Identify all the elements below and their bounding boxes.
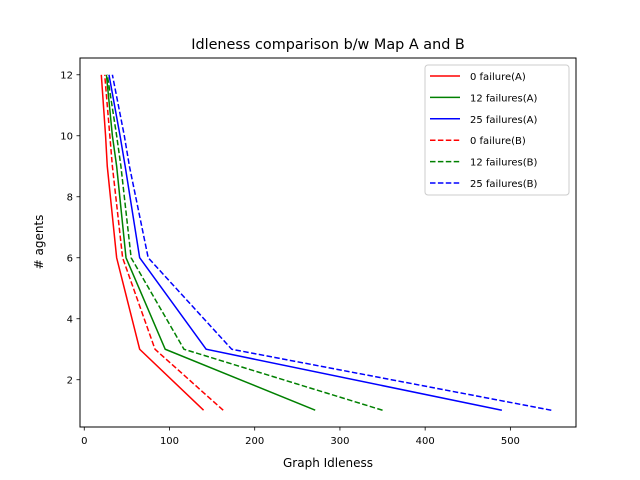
plot-frame	[79, 57, 577, 428]
x-tick-label: 500	[501, 436, 520, 447]
chart-title: Idleness comparison b/w Map A and B	[191, 37, 465, 53]
x-axis-ticks: 0 100 200 300 400 500	[81, 427, 520, 447]
y-tick-label: 12	[60, 70, 73, 81]
x-tick-label: 100	[160, 436, 179, 447]
y-tick-label: 2	[67, 375, 73, 386]
y-tick-label: 8	[67, 192, 73, 203]
legend-label: 25 failures(B)	[470, 179, 537, 190]
legend-label: 0 failure(B)	[470, 136, 526, 147]
series-line-1	[100, 74, 205, 411]
x-tick-label: 400	[416, 436, 435, 447]
legend-label: 12 failures(B)	[470, 158, 537, 169]
y-axis-ticks: 2 4 6 8 10 12	[60, 70, 80, 386]
legend-label: 25 failures(A)	[470, 115, 537, 126]
y-tick-label: 4	[67, 314, 73, 325]
x-tick-label: 0	[81, 436, 87, 447]
x-tick-label: 300	[330, 436, 349, 447]
series-line-2	[105, 74, 316, 411]
y-tick-label: 6	[67, 253, 73, 264]
legend-box	[424, 64, 570, 196]
plot-lines	[100, 74, 552, 411]
y-tick-label: 10	[60, 131, 73, 142]
series-line-3	[108, 74, 503, 411]
series-line-4	[103, 74, 224, 411]
x-axis-label: Graph Idleness	[283, 456, 373, 470]
y-axis-label: # agents	[32, 215, 46, 270]
legend: 0 failure(A) 12 failures(A) 25 failures(A)…	[424, 64, 570, 196]
series-line-5	[106, 74, 383, 411]
x-tick-label: 200	[245, 436, 264, 447]
legend-label: 12 failures(A)	[470, 93, 537, 104]
legend-label: 0 failure(A)	[470, 72, 526, 83]
legend-entries: 0 failure(A) 12 failures(A) 25 failures(A)…	[430, 72, 537, 190]
series-line-6	[111, 74, 552, 411]
